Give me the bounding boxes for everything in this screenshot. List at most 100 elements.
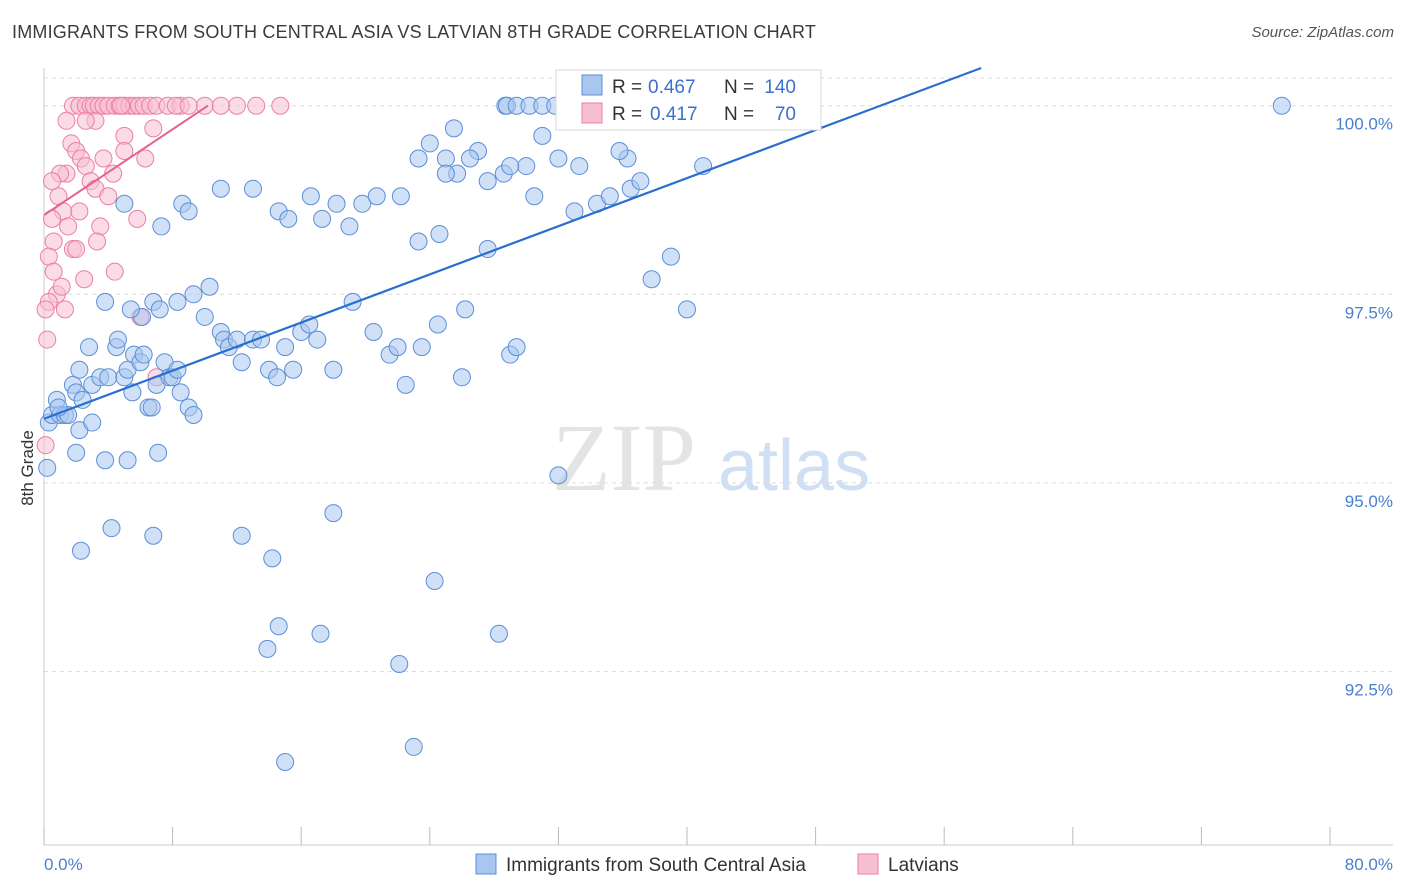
south-central-asia-point [549,466,568,485]
south-central-asia-point [258,639,277,658]
south-central-asia-point [642,270,661,289]
south-central-asia-point [340,217,359,236]
axes [43,68,1393,846]
south-central-asia-point [533,126,552,145]
south-central-asia-point [73,390,92,409]
latvians-points [36,96,290,455]
stats-r-label-pink: R = [612,104,642,125]
south-central-asia-point [404,737,423,756]
south-central-asia-point [168,292,187,311]
latvians-point [43,172,62,191]
latvians-point [59,217,78,236]
south-central-asia-point [108,330,127,349]
south-central-asia-point [284,360,303,379]
south-central-asia-point [70,360,89,379]
latvians-point [44,232,63,251]
legend-swatch-south-central-asia [475,853,497,875]
latvians-point [128,209,147,228]
south-central-asia-point [678,300,696,319]
south-central-asia-point [71,541,90,560]
latvians-point [91,217,110,236]
latvians-point [136,149,155,168]
south-central-asia-point [456,300,475,319]
south-central-asia-point [263,549,282,568]
latvians-point [247,96,266,115]
south-central-asia-point [276,338,295,357]
y-axis-label: 8th Grade [18,430,37,506]
latvians-trend-line [43,104,209,216]
legend-label-south-central-asia: Immigrants from South Central Asia [506,855,806,876]
latvians-point [76,157,95,176]
latvians-point [144,119,163,138]
latvians-point [227,96,246,115]
watermark-zip: ZIP [552,404,696,511]
south-central-asia-point [631,172,650,191]
latvians-point [52,277,71,296]
latvians-point [94,149,113,168]
south-central-asia-point [600,187,619,206]
south-central-asia-point [489,624,508,643]
latvians-point [88,232,107,251]
stats-n-label-pink: N = [724,104,754,125]
south-central-asia-point [184,285,203,304]
south-central-asia-point [232,353,251,372]
south-central-asia-point [425,571,444,590]
south-central-asia-point [430,224,449,243]
latvians-point [57,111,76,130]
south-central-asia-point [115,194,134,213]
south-central-asia-point [171,383,190,402]
south-central-asia-trend-line [43,66,982,420]
south-central-asia-point [436,149,455,168]
south-central-asia-point [279,209,298,228]
latvians-point [36,300,55,319]
south-central-asia-point [142,398,161,417]
south-central-asia-points [38,96,1291,772]
latvians-point [70,202,89,221]
latvians-point [211,96,230,115]
x-tick-label-max: 80.0% [1345,855,1393,874]
south-central-asia-point [311,624,330,643]
stats-legend-blue-swatch [581,74,603,96]
latvians-point [99,187,118,206]
x-tick-label-min: 0.0% [44,855,83,874]
south-central-asia-point [428,315,447,334]
latvians-point [115,126,134,145]
south-central-asia-point [269,617,288,636]
latvians-point [38,330,57,349]
latvians-point [36,436,55,455]
y-tick-label: 97.5% [1345,303,1393,322]
chart-title: IMMIGRANTS FROM SOUTH CENTRAL ASIA VS LA… [12,22,817,42]
south-central-asia-point [232,526,251,545]
south-central-asia-point [150,300,169,319]
stats-n-value-blue: 140 [764,77,796,98]
south-central-asia-point [308,330,327,349]
south-central-asia-point [276,753,295,772]
south-central-asia-point [179,202,198,221]
south-central-asia-point [83,413,102,432]
south-central-asia-point [353,194,372,213]
latvians-point [112,96,131,115]
south-central-asia-point [301,187,320,206]
south-central-asia-point [152,217,171,236]
south-central-asia-point [327,194,346,213]
latvians-point [271,96,290,115]
south-central-asia-point [243,179,262,198]
legend-swatch-latvians [857,853,879,875]
south-central-asia-point [184,406,203,425]
latvians-point [76,111,95,130]
south-central-asia-point [118,451,137,470]
south-central-asia-point [149,443,168,462]
stats-r-value-blue: 0.467 [648,77,696,98]
south-central-asia-point [121,300,140,319]
y-tick-labels: 100.0% 97.5% 95.0% 92.5% [1335,115,1393,700]
south-central-asia-point [211,179,230,198]
south-central-asia-point [444,119,463,138]
south-central-asia-point [324,504,343,523]
bottom-legend: Immigrants from South Central Asia Latvi… [475,853,959,876]
south-central-asia-point [195,307,214,326]
stats-r-label-blue: R = [612,77,642,98]
south-central-asia-point [507,338,526,357]
south-central-asia-point [409,232,428,251]
south-central-asia-point [396,375,415,394]
